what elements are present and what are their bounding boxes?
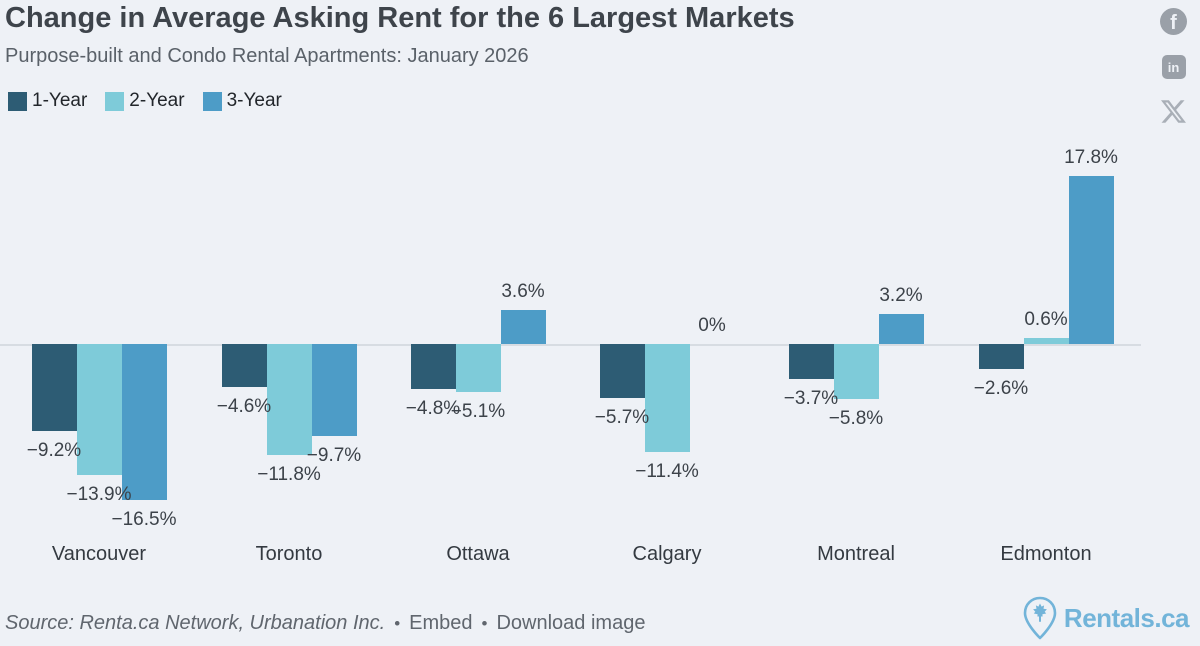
legend-label: 3-Year: [226, 90, 282, 111]
x-icon[interactable]: [1161, 99, 1186, 124]
legend-label: 1-Year: [32, 90, 88, 111]
value-label-vancouver-1-year: −9.2%: [26, 439, 82, 461]
legend-item-3-year[interactable]: 3-Year: [202, 90, 282, 112]
value-label-vancouver-2-year: −13.9%: [66, 484, 132, 506]
value-label-montreal-1-year: −3.7%: [783, 387, 839, 409]
separator-bullet: •: [394, 613, 401, 633]
bar-vancouver-3-year: [121, 344, 167, 500]
legend-swatch: [202, 91, 222, 111]
legend: 1-Year 2-Year 3-Year: [8, 90, 282, 112]
bar-toronto-2-year: [266, 344, 312, 456]
value-label-toronto-2-year: −11.8%: [257, 464, 321, 486]
bar-edmonton-3-year: [1068, 175, 1114, 344]
social-share-bar: f in: [1160, 8, 1187, 124]
footer: Source: Renta.ca Network, Urbanation Inc…: [5, 612, 645, 635]
value-label-calgary-3-year: 0%: [698, 315, 726, 336]
legend-swatch: [8, 91, 27, 111]
value-label-ottawa-1-year: −4.8%: [405, 398, 461, 420]
category-label-ottawa: Ottawa: [446, 543, 510, 565]
separator-bullet: •: [481, 613, 488, 633]
bar-ottawa-2-year: [455, 344, 501, 393]
bar-toronto-1-year: [221, 344, 267, 388]
bar-vancouver-1-year: [31, 344, 77, 431]
legend-item-1-year[interactable]: 1-Year: [8, 90, 87, 112]
value-label-toronto-3-year: −9.7%: [306, 444, 362, 466]
bar-toronto-3-year: [311, 344, 357, 436]
value-label-edmonton-3-year: 17.8%: [1064, 146, 1118, 168]
zero-axis-line: [0, 344, 1141, 346]
value-label-vancouver-3-year: −16.5%: [111, 508, 177, 530]
embed-link[interactable]: Embed: [409, 612, 473, 634]
linkedin-icon[interactable]: in: [1161, 55, 1186, 79]
category-label-calgary: Calgary: [632, 543, 702, 565]
bar-montreal-2-year: [833, 344, 879, 399]
bar-vancouver-2-year: [76, 344, 122, 476]
source-text: Source: Renta.ca Network, Urbanation Inc…: [5, 612, 386, 634]
bar-ottawa-1-year: [410, 344, 456, 390]
download-image-link[interactable]: Download image: [496, 612, 646, 634]
bar-edmonton-1-year: [978, 344, 1024, 369]
category-label-toronto: Toronto: [255, 543, 323, 565]
value-label-edmonton-2-year: 0.6%: [1024, 309, 1068, 331]
bar-ottawa-3-year: [500, 310, 546, 344]
bar-montreal-3-year: [878, 313, 924, 344]
x-logo-glyph: [1161, 100, 1186, 123]
legend-swatch: [105, 91, 125, 111]
bar-calgary-2-year: [644, 344, 690, 452]
value-label-ottawa-2-year: −5.1%: [450, 401, 506, 423]
value-label-edmonton-1-year: −2.6%: [973, 377, 1029, 399]
category-label-vancouver: Vancouver: [51, 543, 147, 565]
legend-label: 2-Year: [129, 90, 185, 111]
value-label-calgary-1-year: −5.7%: [594, 406, 650, 428]
value-label-toronto-1-year: −4.6%: [216, 396, 272, 418]
bar-calgary-1-year: [599, 344, 645, 398]
category-label-edmonton: Edmonton: [1000, 543, 1092, 565]
facebook-icon[interactable]: f: [1160, 8, 1187, 35]
value-label-calgary-2-year: −11.4%: [635, 460, 699, 482]
value-label-ottawa-3-year: 3.6%: [501, 281, 545, 303]
bar-edmonton-2-year: [1023, 338, 1069, 344]
value-label-montreal-2-year: −5.8%: [828, 407, 884, 429]
chart-subtitle: Purpose-built and Condo Rental Apartment…: [5, 45, 529, 67]
rentals-logo-text: Rentals.ca: [1063, 602, 1190, 633]
map-pin-maple-leaf-icon: [1023, 596, 1057, 640]
value-label-montreal-3-year: 3.2%: [879, 284, 923, 306]
bar-montreal-1-year: [788, 344, 834, 379]
legend-item-2-year[interactable]: 2-Year: [105, 90, 185, 112]
chart-title: Change in Average Asking Rent for the 6 …: [5, 2, 795, 34]
rentals-logo[interactable]: Rentals.ca: [1023, 596, 1190, 640]
category-label-montreal: Montreal: [817, 543, 895, 565]
